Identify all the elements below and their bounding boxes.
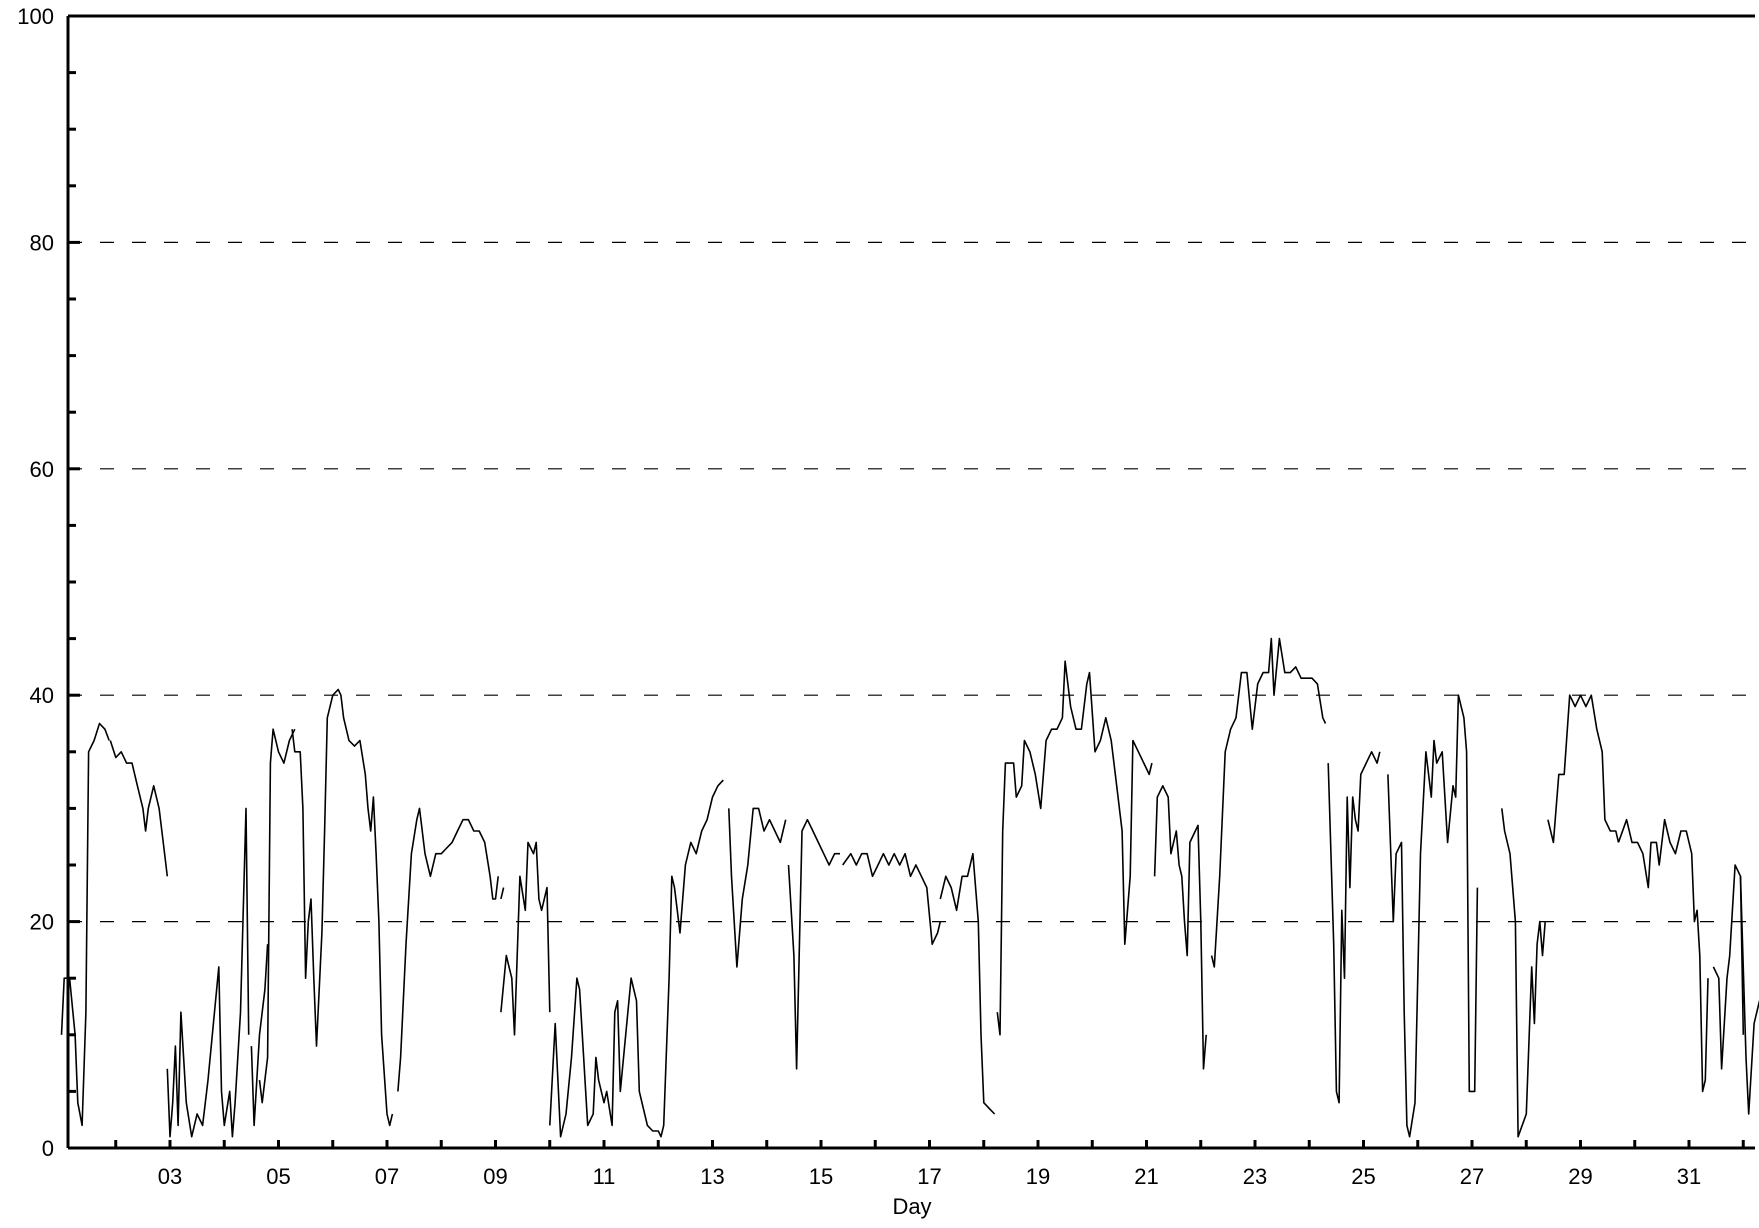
x-tick-label: 13 [700, 1164, 724, 1189]
y-tick-label: 100 [17, 4, 54, 29]
y-tick-label: 40 [30, 683, 54, 708]
x-tick-label: 29 [1568, 1164, 1592, 1189]
y-tick-label: 80 [30, 230, 54, 255]
series-line-segment [500, 887, 505, 900]
series-line-segment [1153, 784, 1207, 1070]
x-tick-label: 19 [1026, 1164, 1050, 1189]
x-tick-label: 31 [1677, 1164, 1701, 1189]
axes [66, 14, 1755, 1150]
series-line-segment [166, 807, 250, 1138]
ticks: 0 20 40 60 80 100 03 05 07 09 11 13 15 17 19 21 23 25 27 29… [17, 4, 1745, 1189]
series-line-segment [787, 818, 840, 1070]
series-line-segment [996, 660, 1153, 1036]
x-tick-label: 27 [1460, 1164, 1484, 1189]
x-axis-title: Day [892, 1194, 931, 1219]
series-line-segment [291, 688, 394, 1127]
series-group [60, 637, 1759, 1138]
series-line-segment [1387, 694, 1479, 1138]
series-line-segment [250, 944, 269, 1127]
series-line-segment [1712, 864, 1745, 1070]
x-tick-label: 03 [158, 1164, 182, 1189]
series-line-segment [397, 807, 499, 1092]
x-tick-label: 11 [593, 1164, 616, 1189]
x-tick-label: 15 [809, 1164, 833, 1189]
x-tick-label: 07 [375, 1164, 399, 1189]
y-tick-label: 0 [42, 1136, 54, 1161]
x-tick-label: 09 [483, 1164, 507, 1189]
series-line-segment [500, 841, 551, 1036]
x-tick-label: 21 [1134, 1164, 1158, 1189]
series-line-segment [1739, 876, 1759, 1115]
x-tick-label: 23 [1243, 1164, 1267, 1189]
series-line-segment [1327, 750, 1381, 1104]
grid-lines [68, 241, 1755, 923]
x-tick-label: 17 [917, 1164, 941, 1189]
y-tick-label: 20 [30, 910, 54, 935]
series-line-segment [258, 728, 296, 1104]
series-line-segment [109, 740, 169, 877]
series-line-segment [1210, 637, 1327, 968]
series-line-segment [728, 807, 787, 968]
series-line-segment [1501, 808, 1546, 1138]
series-line-segment [842, 852, 942, 946]
series-line-segment [1617, 818, 1709, 1093]
y-tick-label: 60 [30, 457, 54, 482]
x-tick-label: 25 [1351, 1164, 1375, 1189]
series-line-segment [1547, 694, 1620, 844]
x-tick-label: 05 [266, 1164, 290, 1189]
series-line-segment [939, 852, 996, 1115]
series-line-segment [549, 779, 724, 1138]
